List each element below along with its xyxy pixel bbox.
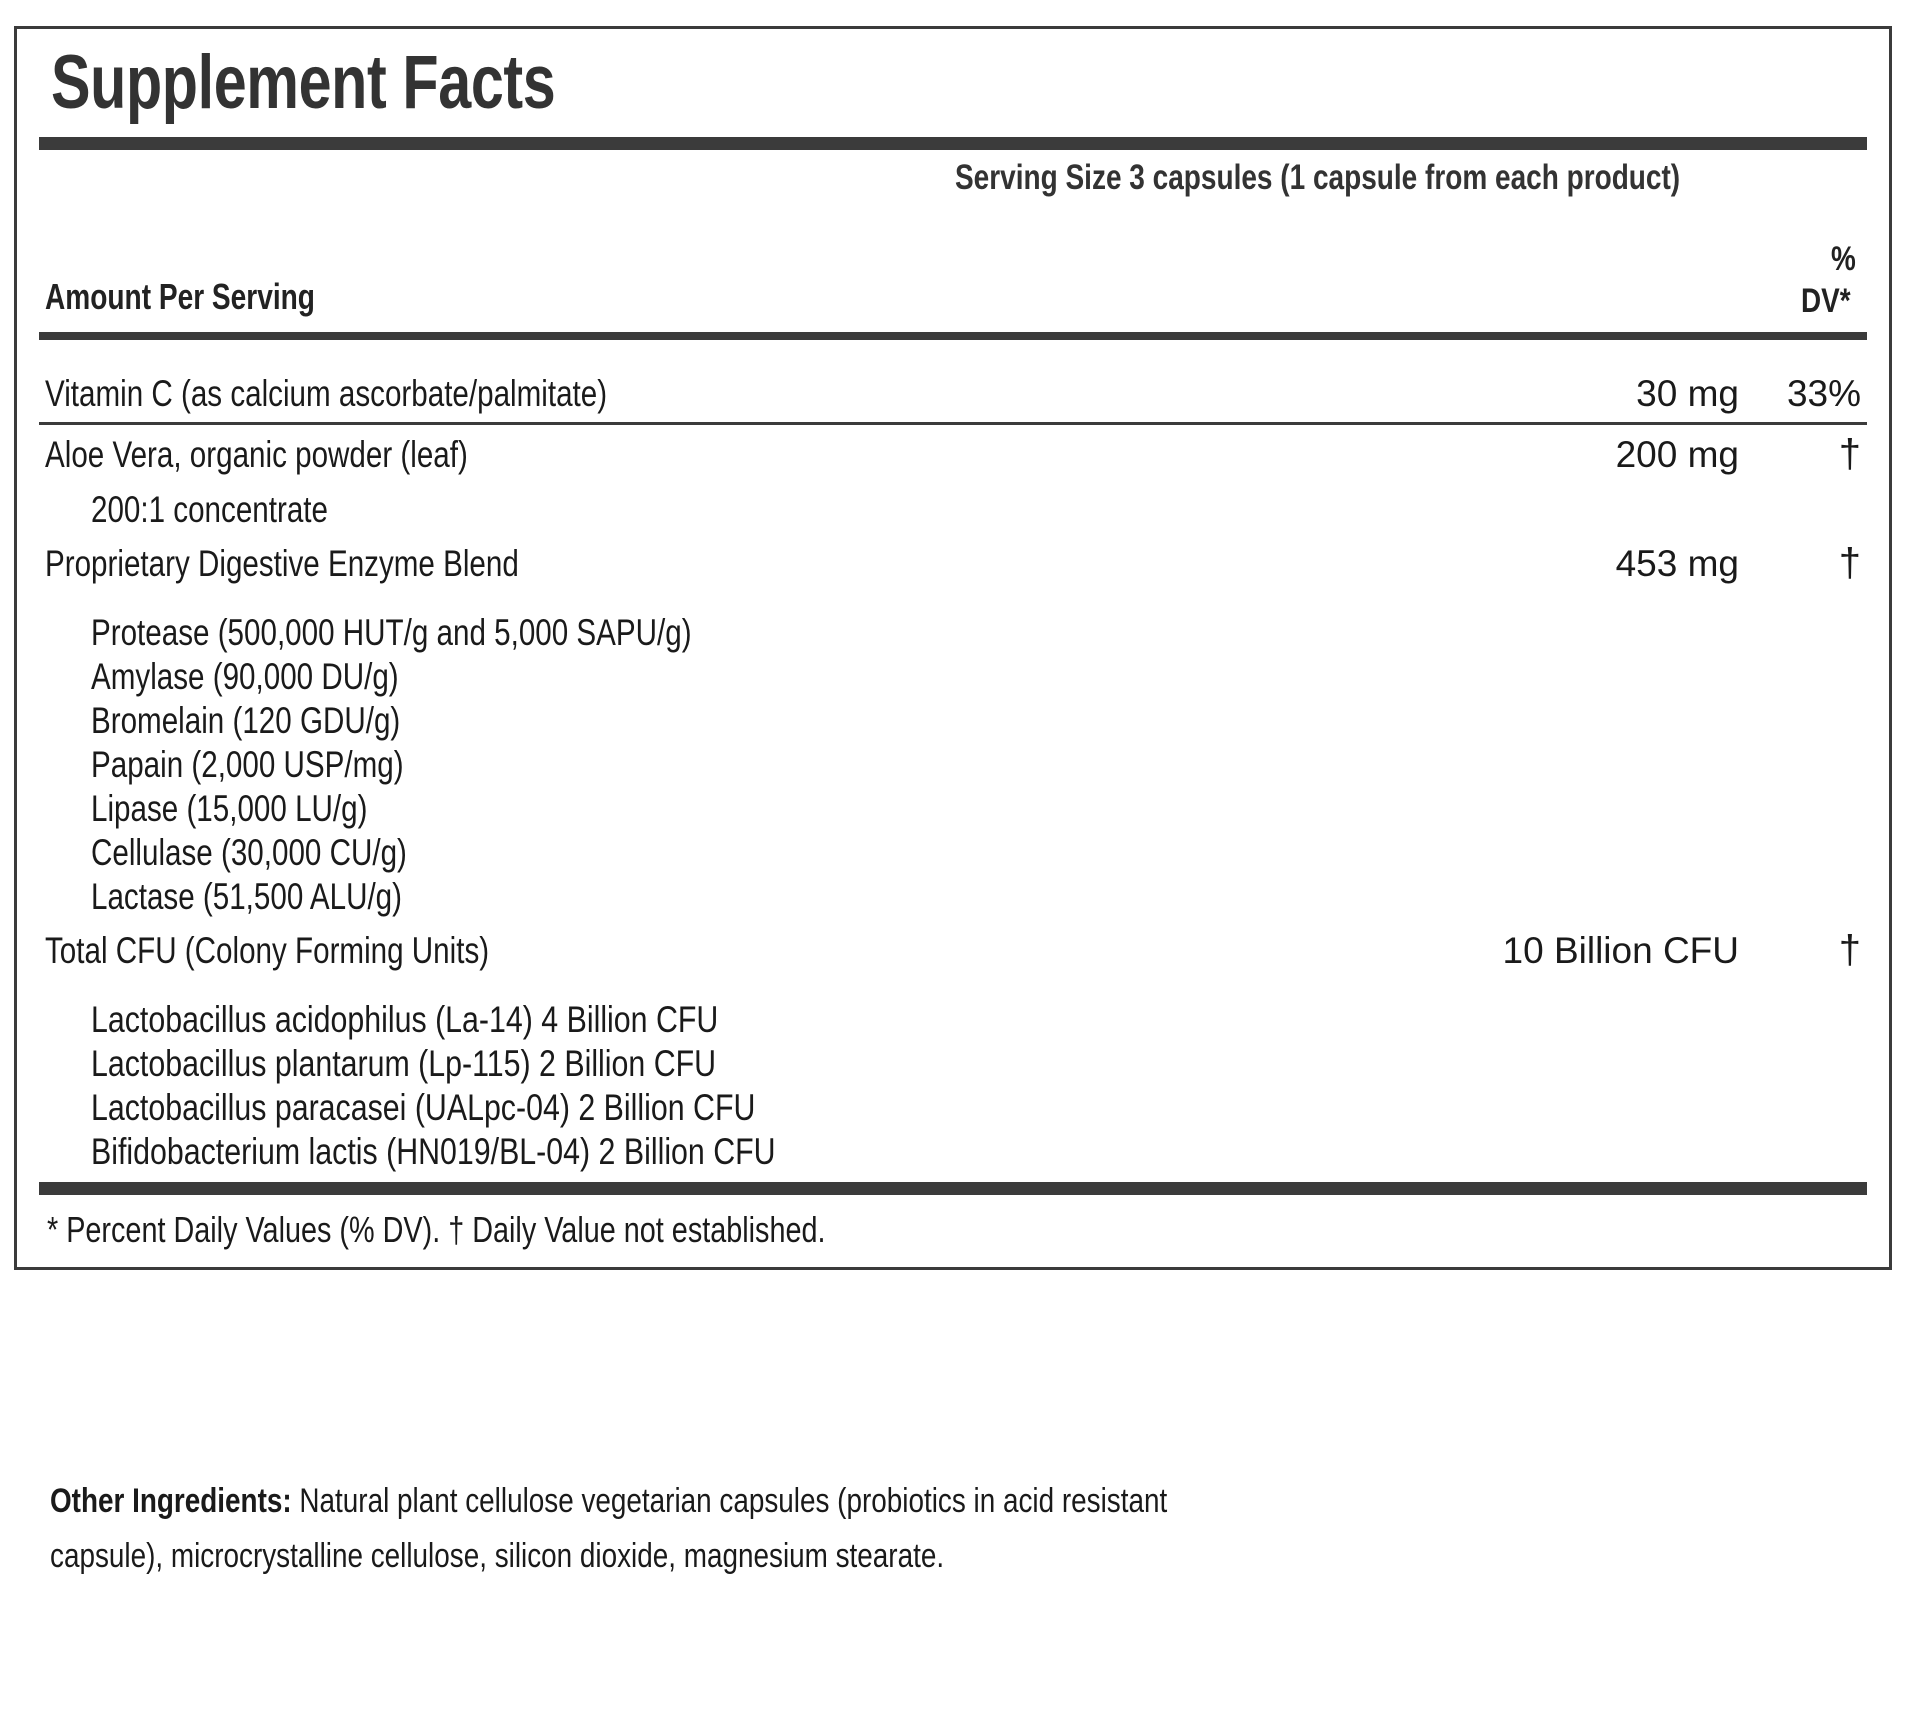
table-row: Total CFU (Colony Forming Units) 10 Bill… xyxy=(39,921,1867,980)
list-item: Bifidobacterium lactis (HN019/BL-04) 2 B… xyxy=(91,1131,776,1172)
other-ingredients-block: Other Ingredients: Natural plant cellulo… xyxy=(50,1474,1850,1584)
nutrient-amount: 453 mg xyxy=(1615,543,1739,584)
other-ingredients-line-1: Other Ingredients: Natural plant cellulo… xyxy=(50,1474,1850,1529)
probiotic-strain-list: Lactobacillus acidophilus (La-14) 4 Bill… xyxy=(39,994,1867,1176)
footnote: * Percent Daily Values (% DV). † Daily V… xyxy=(47,1209,826,1250)
table-row: Proprietary Digestive Enzyme Blend 453 m… xyxy=(39,534,1867,593)
list-item: Protease (500,000 HUT/g and 5,000 SAPU/g… xyxy=(91,612,692,653)
aloe-sub-list: 200:1 concentrate xyxy=(39,484,1867,534)
supplement-facts-panel: Supplement Facts Serving Size 3 capsules… xyxy=(14,26,1892,1270)
nutrient-name: Vitamin C (as calcium ascorbate/palmitat… xyxy=(45,373,608,414)
enzyme-sub-list: Protease (500,000 HUT/g and 5,000 SAPU/g… xyxy=(39,607,1867,921)
spacer-above-vitamin-c xyxy=(39,340,1867,366)
table-row: Vitamin C (as calcium ascorbate/palmitat… xyxy=(39,366,1867,422)
page-title: Supplement Facts xyxy=(51,45,1867,121)
serving-size-row: Serving Size 3 capsules (1 capsule from … xyxy=(39,150,1867,200)
rule-under-headers xyxy=(39,332,1867,340)
list-item: Lactobacillus paracasei (UALpc-04) 2 Bil… xyxy=(91,1087,756,1128)
list-item: 200:1 concentrate xyxy=(91,489,328,530)
rule-under-vitamin-c xyxy=(39,422,1867,425)
rule-under-title xyxy=(39,137,1867,150)
page-title-text: Supplement Facts xyxy=(51,40,556,125)
other-ingredients-line-2: capsule), microcrystalline cellulose, si… xyxy=(50,1529,1850,1584)
nutrient-name: Proprietary Digestive Enzyme Blend xyxy=(45,543,519,584)
other-ingredients-text-2: capsule), microcrystalline cellulose, si… xyxy=(50,1537,945,1576)
list-item: Lipase (15,000 LU/g) xyxy=(91,788,368,829)
amount-per-serving-header: Amount Per Serving xyxy=(45,276,315,317)
nutrient-dv: † xyxy=(1838,928,1861,972)
list-item: Papain (2,000 USP/mg) xyxy=(91,744,404,785)
list-item: Bromelain (120 GDU/g) xyxy=(91,700,401,741)
list-item: Lactobacillus plantarum (Lp-115) 2 Billi… xyxy=(91,1043,717,1084)
other-ingredients-text-1: Natural plant cellulose vegetarian capsu… xyxy=(299,1482,1168,1520)
nutrient-dv: † xyxy=(1838,432,1861,476)
spacer xyxy=(39,980,1867,994)
nutrient-name: Total CFU (Colony Forming Units) xyxy=(45,930,490,971)
nutrient-amount: 30 mg xyxy=(1636,373,1739,414)
column-headers-row: Amount Per Serving % DV* xyxy=(39,200,1867,332)
list-item: Lactobacillus acidophilus (La-14) 4 Bill… xyxy=(91,999,719,1040)
percent-dv-header-line1: % xyxy=(1830,240,1856,279)
list-item: Amylase (90,000 DU/g) xyxy=(91,656,399,697)
nutrient-dv: 33% xyxy=(1786,373,1861,414)
nutrient-name: Aloe Vera, organic powder (leaf) xyxy=(45,434,468,475)
title-row: Supplement Facts xyxy=(39,29,1867,127)
table-row: Aloe Vera, organic powder (leaf) 200 mg … xyxy=(39,425,1867,484)
nutrient-amount: 200 mg xyxy=(1615,434,1739,475)
list-item: Cellulase (30,000 CU/g) xyxy=(91,832,407,873)
list-item: Lactase (51,500 ALU/g) xyxy=(91,876,403,917)
nutrient-dv: † xyxy=(1838,541,1861,585)
percent-dv-header: % DV* xyxy=(1801,239,1861,322)
other-ingredients-label: Other Ingredients: xyxy=(50,1482,292,1520)
percent-dv-header-line2: DV* xyxy=(1800,281,1851,320)
serving-size: Serving Size 3 capsules (1 capsule from … xyxy=(954,158,1680,197)
nutrient-amount: 10 Billion CFU xyxy=(1502,930,1739,971)
rule-above-footnote xyxy=(39,1182,1867,1195)
spacer xyxy=(39,593,1867,607)
